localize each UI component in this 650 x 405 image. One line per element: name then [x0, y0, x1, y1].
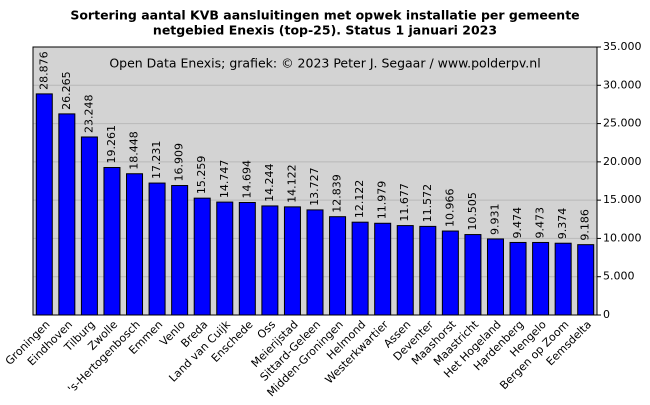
data-label: 23.248 — [82, 94, 95, 133]
bar — [261, 205, 279, 316]
y-tick-label: 35.000 — [603, 40, 642, 53]
chart-title: netgebied Enexis (top-25). Status 1 janu… — [153, 23, 497, 38]
data-label: 11.677 — [398, 183, 411, 222]
bar — [374, 222, 392, 316]
data-label: 28.876 — [37, 51, 50, 90]
bar — [419, 225, 437, 316]
bar — [464, 234, 482, 316]
bar — [532, 241, 550, 316]
data-label: 17.231 — [150, 141, 163, 180]
bar — [35, 93, 53, 316]
y-tick-label: 15.000 — [603, 193, 642, 206]
data-label: 16.909 — [173, 143, 186, 182]
data-label: 12.839 — [331, 174, 344, 213]
bar — [148, 182, 166, 316]
bar — [283, 206, 301, 316]
data-label: 18.448 — [128, 131, 141, 170]
bar — [554, 242, 572, 316]
data-label: 9.473 — [534, 207, 547, 239]
bar — [441, 230, 459, 316]
y-tick-label: 5.000 — [603, 270, 635, 283]
bar — [238, 201, 256, 316]
bar — [306, 209, 324, 316]
data-label: 9.931 — [488, 203, 501, 235]
bar — [58, 113, 76, 316]
bar — [509, 241, 527, 316]
data-label: 14.747 — [218, 160, 231, 199]
bar — [193, 197, 211, 316]
bar — [80, 136, 98, 316]
bar — [396, 225, 414, 316]
data-label: 12.122 — [353, 180, 366, 219]
data-label: 14.694 — [240, 160, 253, 199]
data-label: 14.244 — [263, 163, 276, 202]
bar — [103, 167, 121, 316]
y-tick-label: 20.000 — [603, 155, 642, 168]
bar — [486, 238, 504, 316]
y-tick-label: 10.000 — [603, 231, 642, 244]
annotation: Open Data Enexis; grafiek: © 2023 Peter … — [109, 56, 540, 71]
data-label: 9.186 — [579, 209, 592, 241]
plot-border — [32, 46, 598, 316]
y-tick-label: 25.000 — [603, 117, 642, 130]
bar — [351, 221, 369, 316]
data-label: 13.727 — [308, 167, 321, 206]
data-label: 26.265 — [60, 71, 73, 110]
bar — [216, 201, 234, 316]
chart-title: Sortering aantal KVB aansluitingen met o… — [70, 8, 579, 23]
bar — [171, 185, 189, 316]
data-label: 10.966 — [443, 189, 456, 228]
bar — [126, 173, 144, 316]
y-tick-label: 30.000 — [603, 78, 642, 91]
data-label: 19.261 — [105, 125, 118, 164]
data-label: 11.572 — [421, 184, 434, 223]
bar — [329, 216, 347, 316]
data-label: 9.374 — [556, 208, 569, 240]
bar — [577, 244, 595, 316]
data-label: 10.505 — [466, 192, 479, 231]
data-label: 9.474 — [511, 207, 524, 239]
data-label: 11.979 — [376, 181, 389, 220]
y-tick-label: 0 — [603, 308, 610, 321]
data-label: 15.259 — [195, 156, 208, 195]
data-label: 14.122 — [285, 164, 298, 203]
